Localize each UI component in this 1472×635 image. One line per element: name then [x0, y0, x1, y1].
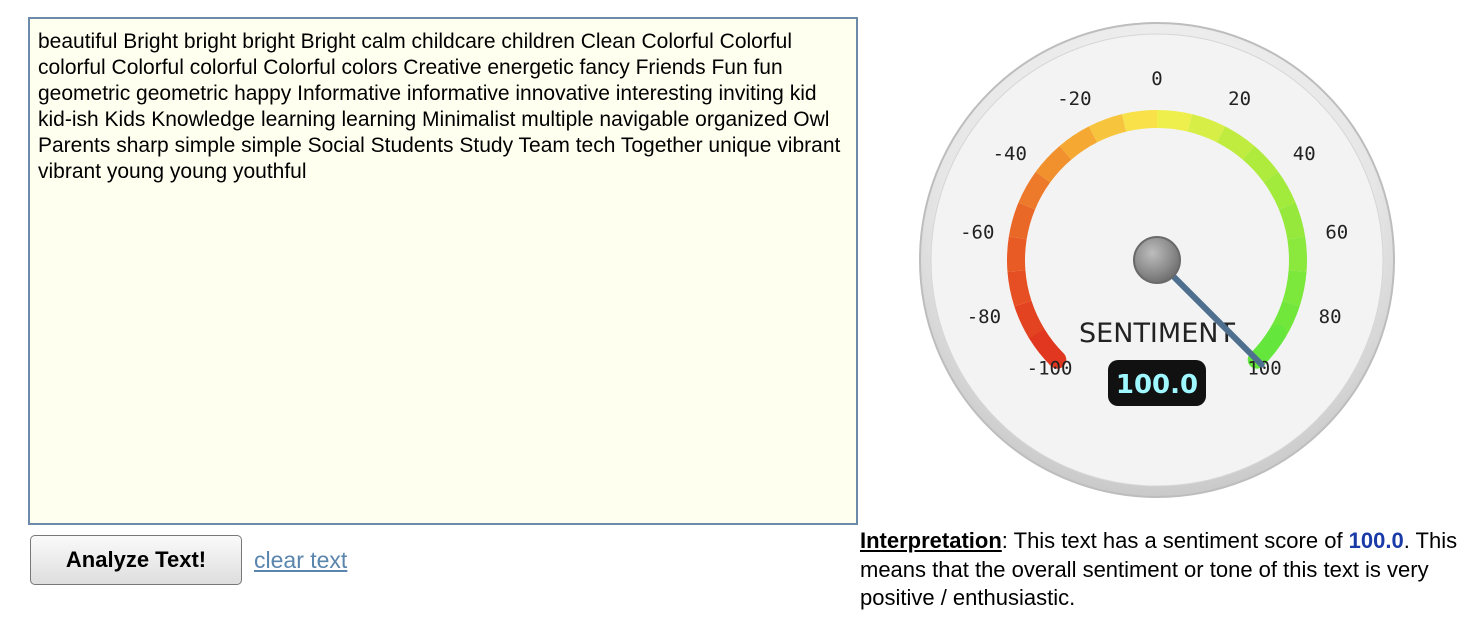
gauge-band-segment — [1278, 202, 1306, 240]
interpretation-panel: Interpretation: This text has a sentimen… — [860, 527, 1460, 613]
gauge-tick-label: 100 — [1247, 357, 1281, 379]
gauge-tick-label: 20 — [1228, 88, 1251, 110]
interpretation-text-before: : This text has a sentiment score of — [1001, 528, 1349, 553]
gauge-band-segment — [1059, 126, 1098, 160]
analyze-text-button[interactable]: Analyze Text! — [30, 535, 242, 585]
interpretation-text-after: . This means that the overall sentiment … — [860, 528, 1458, 610]
gauge-band-segment — [1018, 171, 1051, 210]
gauge-needle — [1154, 257, 1265, 368]
gauge-value-box — [1108, 360, 1206, 406]
gauge-color-bands — [1007, 110, 1307, 369]
text-input[interactable]: beautiful Bright bright bright Bright ca… — [28, 17, 858, 525]
gauge-band-segment — [1287, 236, 1307, 272]
clear-text-link[interactable]: clear text — [254, 547, 348, 573]
gauge-band-segment — [1035, 145, 1072, 183]
gauge-band-segment — [1007, 270, 1032, 307]
gauge-band-segment — [1027, 324, 1067, 369]
gauge-tick-label: -80 — [967, 306, 1001, 328]
gauge-needle-hub — [1133, 236, 1181, 284]
gauge-band-segment — [1088, 114, 1127, 143]
gauge-tick-label: -40 — [993, 143, 1027, 165]
gauge-band-segment — [1263, 171, 1296, 210]
gauge-tick-label: -20 — [1057, 88, 1091, 110]
gauge-band-segment — [1156, 110, 1193, 132]
gauge-band-segment — [1008, 202, 1036, 240]
gauge-tick-labels: -100 -80 -60 -40 -20 0 20 40 60 80 100 — [960, 68, 1348, 379]
gauge-band-segment — [1187, 114, 1226, 143]
interpretation-heading: Interpretation — [860, 528, 1002, 553]
gauge-tick-label: 80 — [1319, 306, 1342, 328]
gauge-band-segment — [1242, 145, 1279, 183]
gauge-band-segment — [1007, 236, 1027, 272]
gauge-band-segment — [1216, 126, 1255, 160]
interpretation-score: 100.0 — [1348, 528, 1404, 553]
gauge-tick-label: 40 — [1293, 143, 1316, 165]
gauge-tick-label: -60 — [960, 222, 994, 244]
gauge-band-segment — [1121, 110, 1158, 132]
gauge-band-segment — [1282, 270, 1307, 307]
gauge-tick-label: -100 — [1027, 357, 1073, 379]
sentiment-gauge: -100 -80 -60 -40 -20 0 20 40 60 80 100 SENTIMENT 1… — [919, 22, 1395, 498]
gauge-band-segment — [1014, 300, 1045, 339]
gauge-title: SENTIMENT — [1079, 318, 1235, 349]
gauge-tick-label: 60 — [1325, 222, 1348, 244]
gauge-value-readout: 100.0 — [1116, 370, 1198, 400]
gauge-tick-label: 0 — [1151, 68, 1162, 90]
